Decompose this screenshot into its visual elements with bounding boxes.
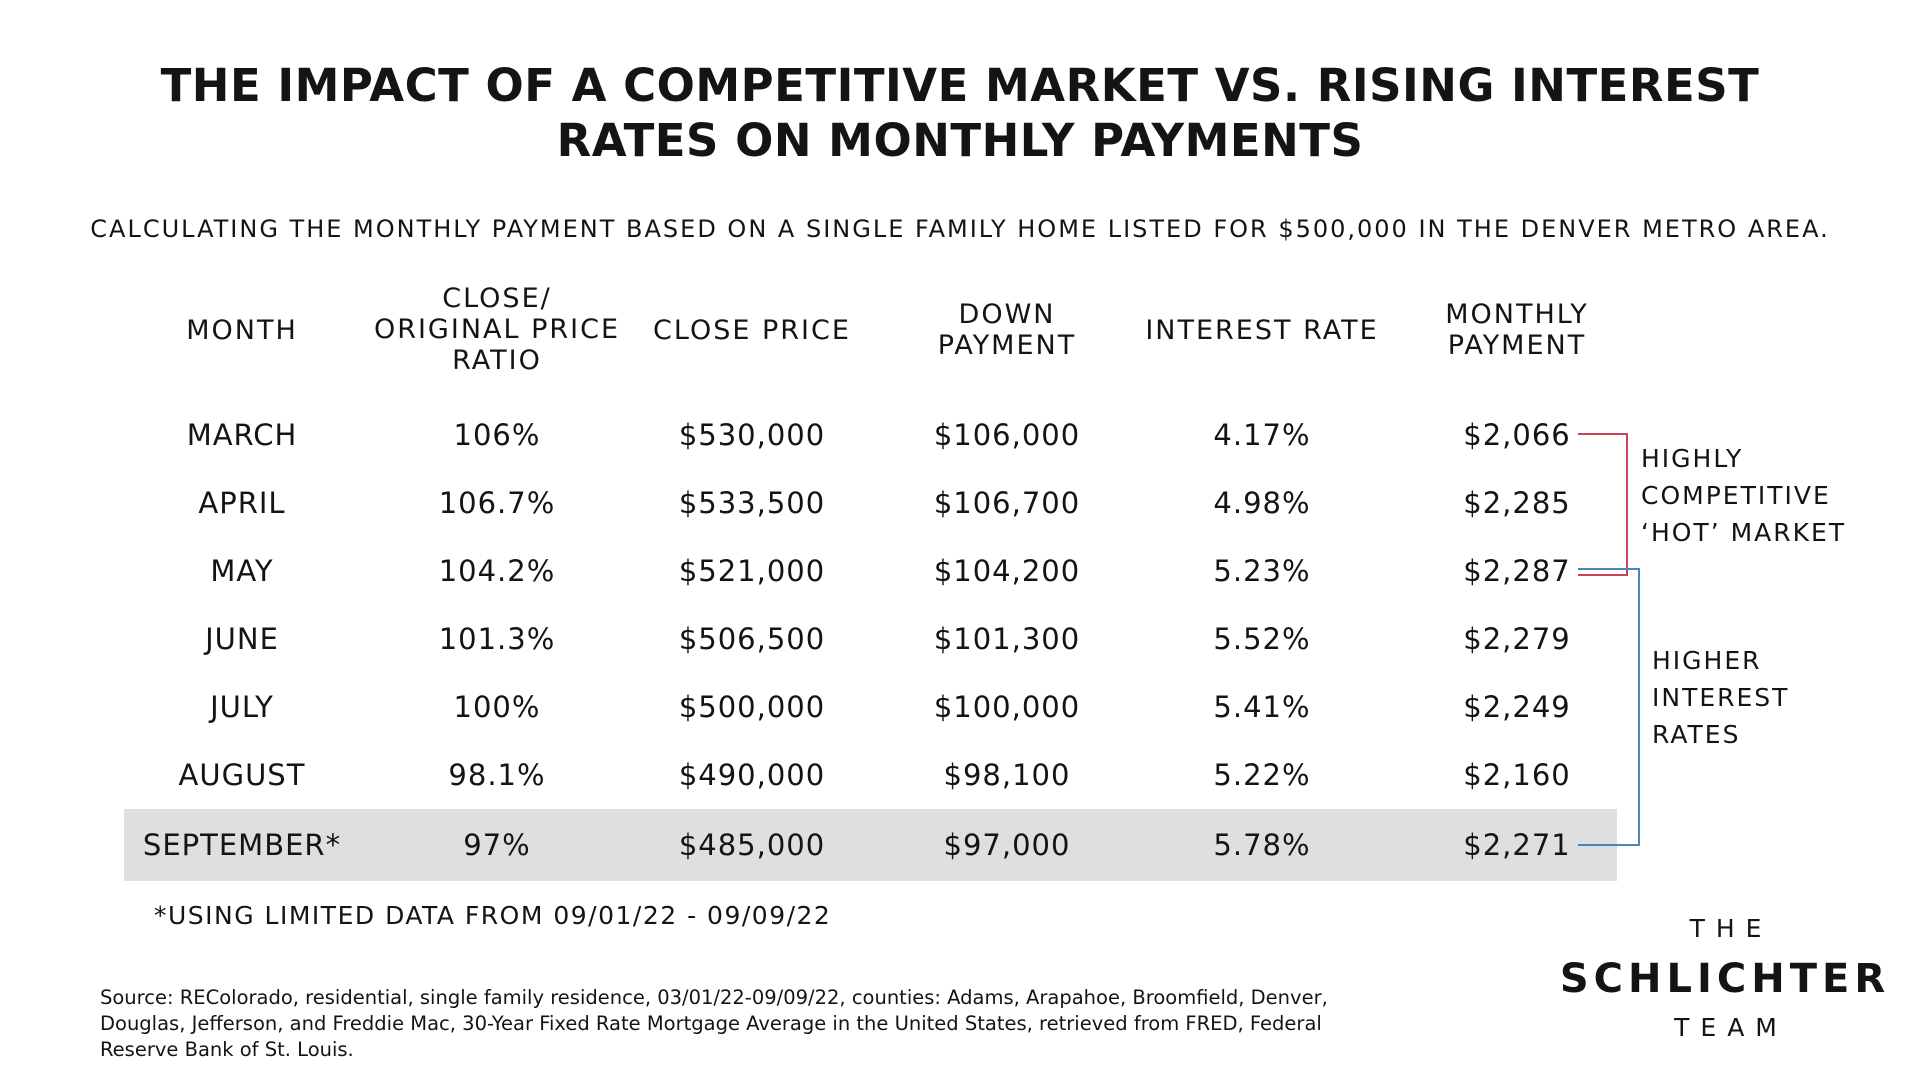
cell-ratio: 100% xyxy=(453,690,541,724)
logo-line-team: TEAM xyxy=(1674,1013,1788,1042)
cell-down-payment: $101,300 xyxy=(933,622,1081,656)
cell-down-payment: $106,000 xyxy=(933,418,1081,452)
cell-month: MARCH xyxy=(186,418,298,452)
cell-ratio: 106% xyxy=(453,418,541,452)
cell-interest-rate: 5.52% xyxy=(1213,622,1311,656)
cell-ratio: 98.1% xyxy=(448,758,546,792)
cell-interest-rate: 5.22% xyxy=(1213,758,1311,792)
cell-ratio: 97% xyxy=(463,828,531,862)
annotation-higher-interest-rates: HIGHER INTEREST RATES xyxy=(1652,646,1790,749)
cell-month: MAY xyxy=(210,554,274,588)
cell-close-price: $530,000 xyxy=(678,418,826,452)
annotation-hot-market: HIGHLY COMPETITIVE ‘HOT’ MARKET xyxy=(1641,444,1847,547)
cell-down-payment: $98,100 xyxy=(943,758,1071,792)
cell-monthly-payment: $2,279 xyxy=(1463,622,1571,656)
cell-interest-rate: 4.17% xyxy=(1213,418,1311,452)
header-down-payment: DOWN PAYMENT xyxy=(937,299,1077,361)
source-citation: Source: REColorado, residential, single … xyxy=(100,986,1328,1061)
cell-down-payment: $106,700 xyxy=(933,486,1081,520)
cell-ratio: 106.7% xyxy=(438,486,556,520)
page-title: THE IMPACT OF A COMPETITIVE MARKET VS. R… xyxy=(0,58,1920,168)
cell-month: SEPTEMBER* xyxy=(142,828,342,862)
cell-close-price: $506,500 xyxy=(678,622,826,656)
cell-ratio: 101.3% xyxy=(438,622,556,656)
header-monthly-payment: MONTHLY PAYMENT xyxy=(1445,299,1589,361)
cell-monthly-payment: $2,285 xyxy=(1463,486,1571,520)
cell-monthly-payment: $2,287 xyxy=(1463,554,1571,588)
header-interest-rate: INTEREST RATE xyxy=(1145,315,1379,346)
cell-interest-rate: 4.98% xyxy=(1213,486,1311,520)
cell-down-payment: $104,200 xyxy=(933,554,1081,588)
cell-interest-rate: 5.41% xyxy=(1213,690,1311,724)
cell-close-price: $533,500 xyxy=(678,486,826,520)
footnote: *USING LIMITED DATA FROM 09/01/22 - 09/0… xyxy=(154,901,832,930)
cell-monthly-payment: $2,249 xyxy=(1463,690,1571,724)
cell-monthly-payment: $2,160 xyxy=(1463,758,1571,792)
cell-month: JULY xyxy=(210,690,274,724)
cell-close-price: $500,000 xyxy=(678,690,826,724)
header-close-original-price-ratio: CLOSE/ ORIGINAL PRICE RATIO xyxy=(373,283,621,376)
cell-monthly-payment: $2,066 xyxy=(1463,418,1571,452)
header-close-price: CLOSE PRICE xyxy=(653,315,851,346)
logo-line-the: THE xyxy=(1689,914,1773,943)
cell-ratio: 104.2% xyxy=(438,554,556,588)
cell-month: JUNE xyxy=(205,622,279,656)
cell-month: AUGUST xyxy=(178,758,306,792)
cell-monthly-payment: $2,271 xyxy=(1463,828,1571,862)
cell-close-price: $521,000 xyxy=(678,554,826,588)
cell-close-price: $485,000 xyxy=(678,828,826,862)
cell-down-payment: $100,000 xyxy=(933,690,1081,724)
header-month: MONTH xyxy=(186,315,298,346)
cell-interest-rate: 5.78% xyxy=(1213,828,1311,862)
cell-down-payment: $97,000 xyxy=(943,828,1071,862)
page-subtitle: CALCULATING THE MONTHLY PAYMENT BASED ON… xyxy=(90,215,1830,243)
highlighted-row-background xyxy=(124,809,1617,881)
cell-close-price: $490,000 xyxy=(678,758,826,792)
title-line-1: THE IMPACT OF A COMPETITIVE MARKET VS. R… xyxy=(160,59,1760,112)
cell-interest-rate: 5.23% xyxy=(1213,554,1311,588)
cell-month: APRIL xyxy=(198,486,286,520)
logo-line-schlichter: SCHLICHTER xyxy=(1559,956,1891,1002)
title-line-2: RATES ON MONTHLY PAYMENTS xyxy=(556,114,1364,167)
